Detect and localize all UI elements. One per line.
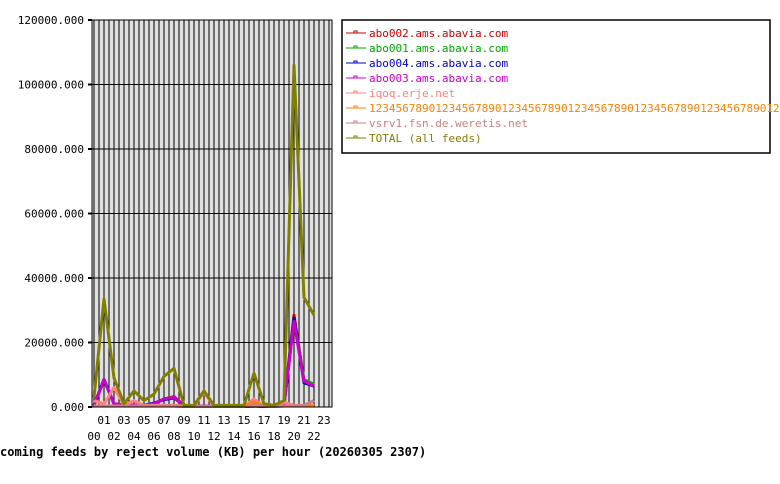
x-tick-label: 22 [307, 430, 320, 443]
legend-marker [353, 60, 358, 64]
x-tick-label: 05 [137, 414, 150, 427]
legend-entry: abo001.ams.abavia.com [369, 42, 508, 55]
y-tick-label: 100000.000 [18, 79, 84, 92]
legend-entry: TOTAL (all feeds) [369, 132, 482, 145]
x-tick-label: 15 [237, 414, 250, 427]
x-tick-label: 06 [147, 430, 160, 443]
x-tick-label: 14 [227, 430, 241, 443]
x-tick-label: 04 [127, 430, 141, 443]
legend-entry: vsrv1.fsn.de.weretis.net [369, 117, 528, 130]
series-line [94, 399, 315, 408]
x-tick-label: 19 [277, 414, 290, 427]
x-tick-label: 18 [267, 430, 280, 443]
x-tick-label: 21 [297, 414, 310, 427]
legend-marker [353, 45, 358, 49]
x-tick-label: 00 [87, 430, 100, 443]
legend-entry: abo004.ams.abavia.com [369, 57, 508, 70]
y-tick-label: 0.000 [51, 401, 84, 414]
legend-marker [353, 105, 358, 109]
x-tick-label: 16 [247, 430, 260, 443]
x-tick-label: 17 [257, 414, 270, 427]
legend-marker [353, 120, 358, 124]
legend-entry: abo002.ams.abavia.com [369, 27, 508, 40]
x-tick-label: 13 [217, 414, 230, 427]
x-tick-label: 11 [197, 414, 210, 427]
x-tick-label: 01 [97, 414, 110, 427]
x-tick-label: 02 [107, 430, 120, 443]
x-tick-label: 03 [117, 414, 130, 427]
x-tick-label: 20 [287, 430, 300, 443]
legend-entry: 1234567890123456789012345678901234567890… [369, 102, 780, 115]
y-tick-label: 120000.000 [18, 14, 84, 27]
x-tick-label: 07 [157, 414, 170, 427]
y-tick-label: 80000.000 [24, 143, 84, 156]
y-tick-label: 20000.000 [24, 337, 84, 350]
x-tick-label: 09 [177, 414, 190, 427]
x-tick-label: 12 [207, 430, 220, 443]
chart-title: coming feeds by reject volume (KB) per h… [0, 445, 426, 459]
legend-marker [353, 90, 358, 94]
y-tick-label: 40000.000 [24, 272, 84, 285]
series-line [92, 63, 316, 407]
x-tick-label: 23 [317, 414, 330, 427]
legend-entry: abo003.ams.abavia.com [369, 72, 508, 85]
x-tick-label: 08 [167, 430, 180, 443]
y-tick-label: 60000.000 [24, 208, 84, 221]
legend-marker [353, 30, 358, 34]
x-tick-label: 10 [187, 430, 200, 443]
legend-box [341, 19, 771, 154]
legend-marker [353, 135, 358, 139]
legend-marker [353, 75, 358, 79]
legend-entry: iqoq.erje.net [369, 87, 455, 100]
